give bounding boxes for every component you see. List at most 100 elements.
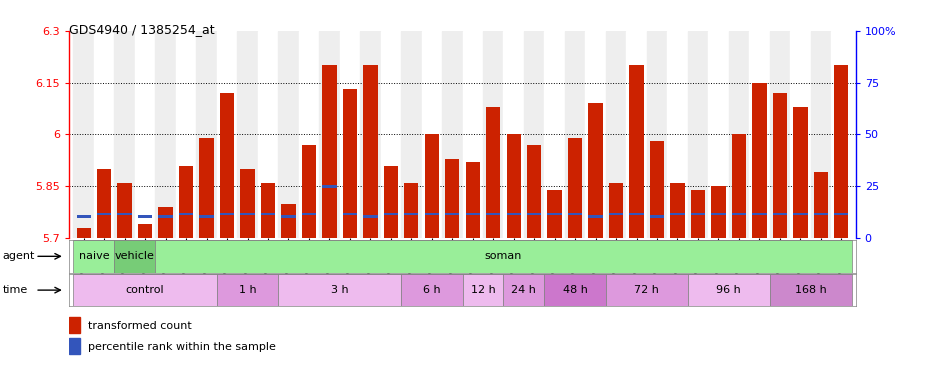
Bar — [772, 212, 787, 215]
Bar — [834, 212, 848, 215]
Text: GDS4940 / 1385254_at: GDS4940 / 1385254_at — [69, 23, 215, 36]
Bar — [465, 212, 480, 215]
Bar — [793, 212, 808, 215]
Bar — [711, 186, 725, 238]
Bar — [339, 31, 360, 238]
Bar — [772, 93, 787, 238]
Bar — [568, 138, 582, 238]
Bar — [507, 134, 521, 238]
Bar — [384, 212, 398, 215]
Bar — [548, 212, 561, 215]
Bar — [752, 83, 767, 238]
FancyBboxPatch shape — [73, 240, 115, 273]
Bar — [261, 212, 275, 215]
Bar — [671, 183, 684, 238]
FancyBboxPatch shape — [73, 274, 216, 306]
Text: vehicle: vehicle — [115, 251, 154, 262]
Text: 168 h: 168 h — [795, 285, 826, 295]
Bar — [732, 212, 746, 215]
Bar — [650, 141, 664, 238]
Bar — [261, 183, 275, 238]
Bar — [94, 31, 115, 238]
Bar — [793, 107, 808, 238]
Bar — [626, 31, 647, 238]
Bar — [834, 65, 848, 238]
Bar — [281, 215, 296, 218]
Bar — [158, 215, 173, 218]
Text: 6 h: 6 h — [423, 285, 440, 295]
Bar — [240, 212, 254, 215]
Bar — [486, 212, 500, 215]
Bar — [69, 317, 80, 333]
Text: 12 h: 12 h — [471, 285, 496, 295]
Bar — [220, 93, 234, 238]
Bar — [73, 31, 94, 238]
Bar — [486, 107, 500, 238]
Bar — [97, 169, 111, 238]
Bar — [770, 31, 790, 238]
Bar — [117, 183, 132, 238]
Bar — [588, 103, 603, 238]
Text: soman: soman — [485, 251, 522, 262]
Bar — [687, 31, 709, 238]
FancyBboxPatch shape — [770, 274, 852, 306]
Bar — [527, 145, 541, 238]
Bar — [404, 183, 418, 238]
Text: 96 h: 96 h — [716, 285, 741, 295]
Text: transformed count: transformed count — [88, 321, 191, 331]
Bar — [503, 31, 524, 238]
Bar — [364, 215, 377, 218]
Bar — [568, 212, 582, 215]
Bar — [790, 31, 810, 238]
Bar — [281, 204, 296, 238]
Bar — [606, 31, 626, 238]
Bar — [629, 212, 644, 215]
Bar — [322, 185, 337, 188]
Bar — [814, 212, 828, 215]
Bar — [609, 183, 623, 238]
Bar — [258, 31, 278, 238]
Bar — [671, 212, 684, 215]
Bar — [565, 31, 586, 238]
Text: 72 h: 72 h — [635, 285, 660, 295]
Bar — [322, 65, 337, 238]
Bar — [709, 31, 729, 238]
Bar — [527, 212, 541, 215]
Bar — [483, 31, 503, 238]
Bar — [445, 159, 460, 238]
Bar — [586, 31, 606, 238]
Bar — [749, 31, 770, 238]
Bar — [216, 31, 238, 238]
Bar — [380, 31, 401, 238]
FancyBboxPatch shape — [606, 274, 687, 306]
FancyBboxPatch shape — [278, 274, 401, 306]
Bar — [360, 31, 380, 238]
Bar — [729, 31, 749, 238]
Bar — [77, 215, 91, 218]
Bar — [629, 65, 644, 238]
Bar — [238, 31, 258, 238]
Bar — [302, 145, 316, 238]
Bar — [609, 212, 623, 215]
Bar — [810, 31, 831, 238]
Bar — [138, 215, 153, 218]
Text: 1 h: 1 h — [239, 285, 256, 295]
Bar — [524, 31, 545, 238]
Bar — [462, 31, 483, 238]
Bar — [752, 212, 767, 215]
Bar — [814, 172, 828, 238]
Bar — [200, 138, 214, 238]
Bar — [117, 212, 132, 215]
FancyBboxPatch shape — [545, 274, 606, 306]
FancyBboxPatch shape — [155, 240, 852, 273]
Bar — [343, 212, 357, 215]
Bar — [319, 31, 339, 238]
FancyBboxPatch shape — [462, 274, 503, 306]
Bar — [138, 224, 153, 238]
Bar — [667, 31, 687, 238]
Bar — [691, 212, 705, 215]
Bar — [179, 212, 193, 215]
Bar — [179, 166, 193, 238]
Bar — [97, 212, 111, 215]
Bar — [425, 212, 439, 215]
